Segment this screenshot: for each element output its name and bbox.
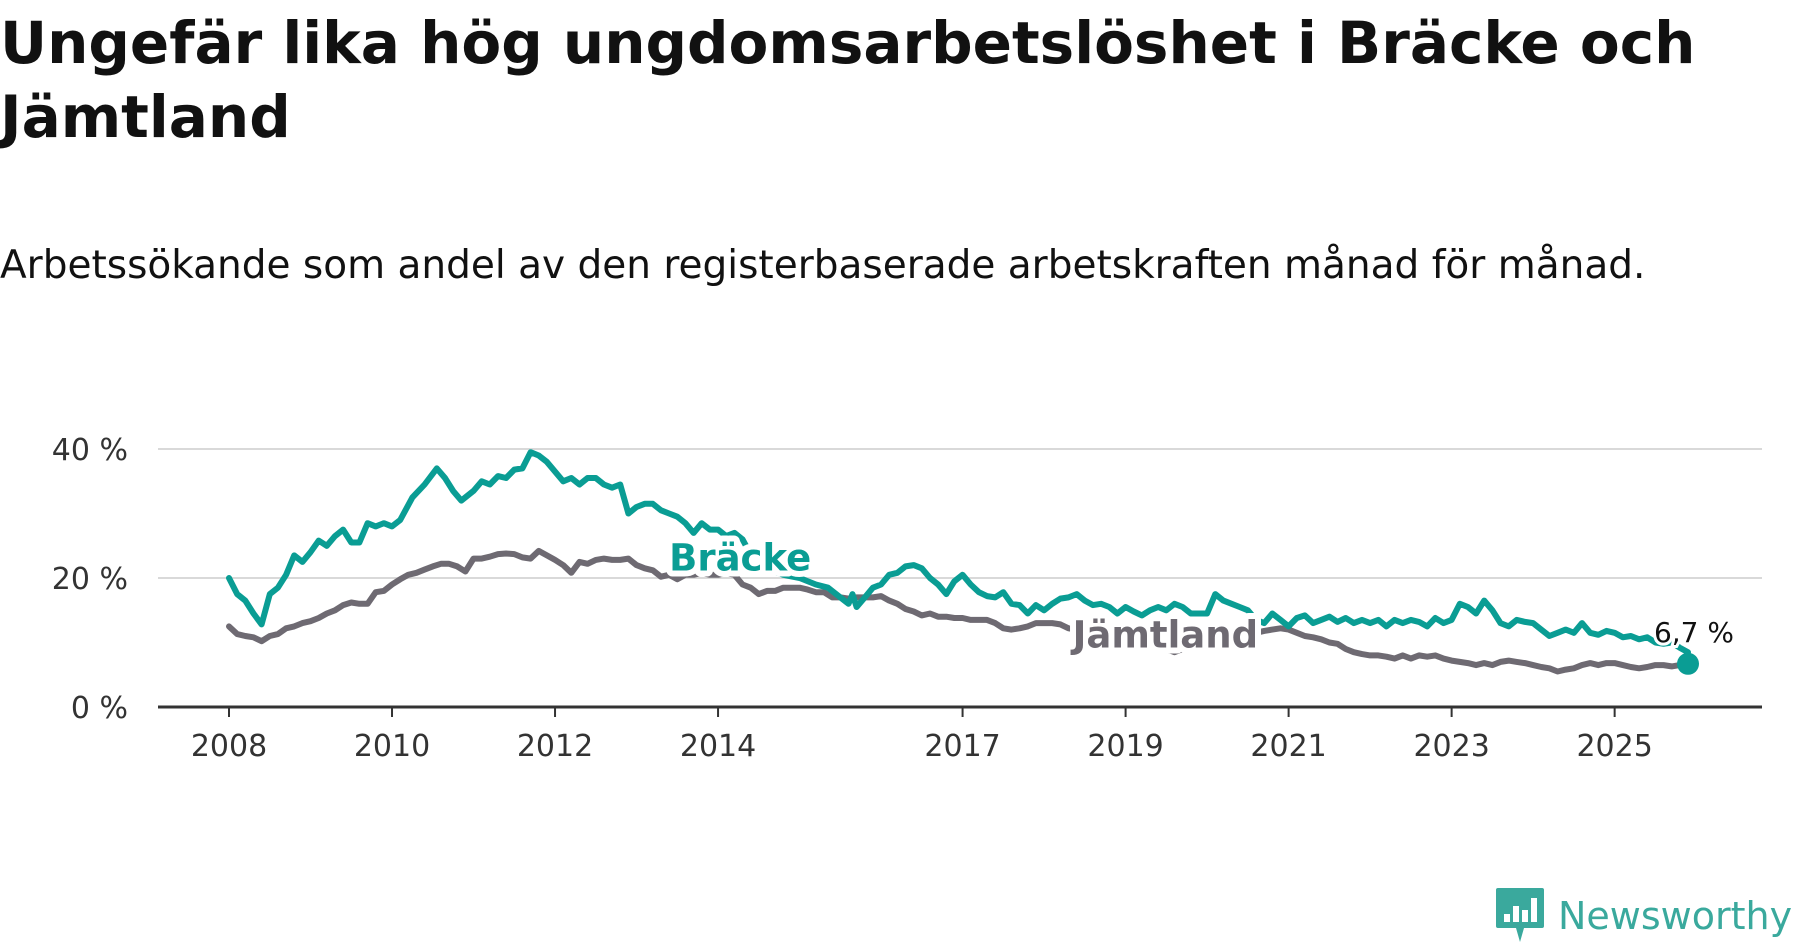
series-label-jamtland: Jämtland bbox=[1070, 614, 1258, 657]
x-tick-label: 2025 bbox=[1576, 729, 1652, 764]
end-value-label: 6,7 % bbox=[1654, 616, 1734, 649]
y-tick-label: 0 % bbox=[71, 691, 128, 726]
tick-labels: 0 % 20 % 40 % 2008 2010 2012 2014 2017 2019 2021 2… bbox=[52, 433, 1653, 764]
newsworthy-logo-icon bbox=[1496, 888, 1544, 942]
series-line-bracke bbox=[226, 449, 1691, 656]
y-tick-label: 40 % bbox=[52, 433, 128, 468]
chart-subtitle: Arbetssökande som andel av den registerb… bbox=[0, 243, 1646, 288]
line-chart: Bräcke Jämtland 6,7 % 0 % 20 % 40 % 2008 2010 2… bbox=[52, 433, 1762, 764]
series-label-bracke: Bräcke bbox=[669, 536, 811, 579]
series-lines bbox=[226, 449, 1691, 675]
x-tick-label: 2014 bbox=[680, 729, 756, 764]
y-tick-label: 20 % bbox=[52, 562, 128, 597]
series-labels: Bräcke Jämtland 6,7 % bbox=[663, 530, 1737, 675]
newsworthy-logo: Newsworthy bbox=[1494, 884, 1792, 948]
x-axis bbox=[158, 705, 1762, 717]
x-tick-label: 2010 bbox=[354, 729, 430, 764]
x-tick-label: 2023 bbox=[1413, 729, 1489, 764]
x-tick-label: 2019 bbox=[1087, 729, 1163, 764]
brand-name: Newsworthy bbox=[1558, 894, 1793, 938]
x-tick-label: 2017 bbox=[924, 729, 1000, 764]
x-tick-label: 2012 bbox=[517, 729, 593, 764]
end-point-marker bbox=[1677, 652, 1699, 675]
x-tick-label: 2008 bbox=[191, 729, 267, 764]
grid-lines bbox=[158, 448, 1762, 579]
series-line-jamtland bbox=[226, 547, 1691, 675]
chart-title: Ungefär lika hög ungdomsarbetslöshet i B… bbox=[0, 9, 1696, 151]
x-tick-label: 2021 bbox=[1250, 729, 1326, 764]
